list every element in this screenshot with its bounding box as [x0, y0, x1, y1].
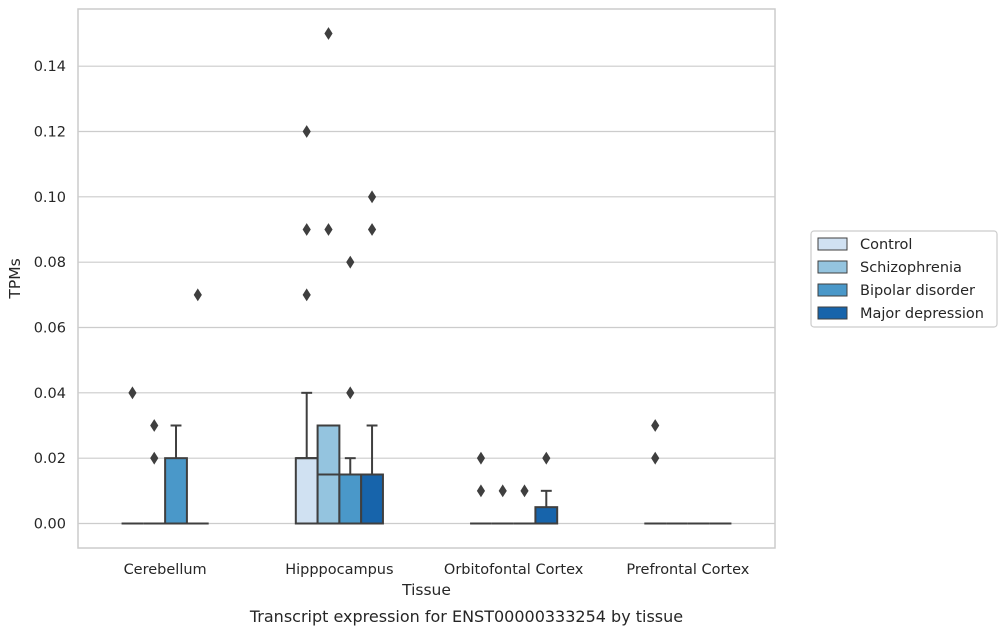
box-1-2 [338, 255, 363, 525]
outlier-point [324, 27, 333, 40]
box-0-2 [164, 424, 188, 525]
legend: Control Schizophrenia Bipolar disorder Majo… [810, 230, 998, 328]
box-rect [534, 506, 559, 525]
outlier-point [476, 451, 486, 465]
legend-swatch [817, 260, 848, 274]
outlier-point [302, 223, 311, 236]
x-tick-label: Orbitofontal Cortex [444, 562, 584, 578]
box-1-0 [294, 125, 319, 525]
y-tick-label: 0.08 [34, 255, 66, 271]
legend-label: Major depression [860, 306, 984, 322]
outlier-point [302, 125, 311, 138]
outlier-point [346, 255, 355, 269]
outlier-point [150, 419, 159, 432]
box-0-1 [143, 419, 166, 525]
outlier-point [324, 223, 333, 236]
box-2-3 [534, 451, 559, 525]
box-1-3 [360, 190, 384, 525]
outlier-point [542, 451, 551, 465]
y-tick-label: 0.02 [34, 451, 66, 467]
y-tick-label: 0.06 [34, 321, 66, 337]
legend-frame [810, 230, 998, 328]
y-tick-label: 0.00 [34, 517, 66, 533]
box-rect [294, 457, 319, 525]
grid-lines [78, 65, 775, 525]
plot-frame [77, 8, 776, 549]
x-tick-label: Cerebellum [124, 562, 207, 578]
y-axis-title: TPMs [6, 258, 24, 299]
outlier-point [302, 288, 311, 302]
box-2-2 [513, 484, 536, 525]
box-2-1 [491, 484, 514, 525]
legend-label: Bipolar disorder [860, 283, 975, 299]
outlier-point [476, 484, 486, 498]
x-axis-ticks: Cerebellum Hipppocampus Orbitofontal Corte… [124, 562, 750, 578]
legend-label: Schizophrenia [860, 260, 962, 276]
box-3-0 [644, 419, 667, 525]
outlier-point [346, 386, 355, 400]
outlier-point [520, 484, 529, 498]
legend-label: Control [860, 237, 912, 253]
box-0-0 [121, 386, 144, 525]
x-tick-label: Prefrontal Cortex [626, 562, 749, 578]
x-tick-label: Hipppocampus [285, 562, 393, 578]
box-0-3 [186, 288, 209, 525]
y-tick-label: 0.04 [34, 386, 66, 402]
outlier-point [367, 223, 377, 236]
legend-swatch [817, 237, 848, 251]
outlier-point [128, 386, 137, 400]
outlier-point [651, 451, 660, 465]
box-rect [338, 473, 363, 525]
outlier-point [651, 419, 660, 432]
outlier-point [367, 190, 377, 204]
outlier-point [193, 288, 202, 302]
box-rect [360, 473, 384, 525]
y-axis-ticks: 0.00 0.02 0.04 0.06 0.08 0.10 0.12 0.14 [34, 59, 66, 532]
box-1-1 [316, 27, 341, 525]
y-tick-label: 0.14 [34, 59, 66, 75]
box-2-0 [470, 451, 492, 525]
legend-swatch [817, 306, 848, 320]
y-tick-label: 0.10 [34, 190, 66, 206]
x-axis-title: Tissue [401, 581, 451, 599]
box-rect [164, 457, 188, 525]
y-tick-label: 0.12 [34, 125, 66, 141]
outlier-point [150, 451, 159, 465]
legend-swatch [817, 283, 848, 297]
boxes [121, 27, 732, 525]
outlier-point [498, 484, 507, 498]
chart-caption: Transcript expression for ENST0000033325… [249, 607, 683, 626]
